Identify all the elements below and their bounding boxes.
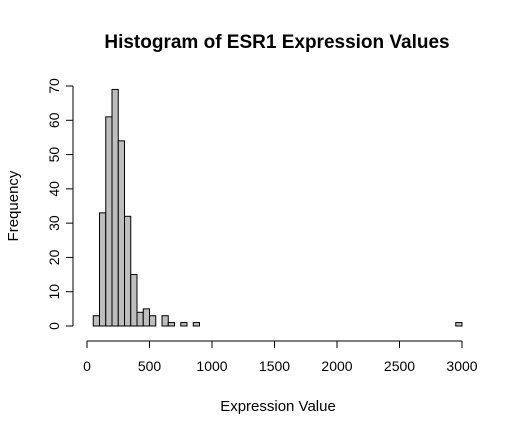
y-tick-label: 30 xyxy=(46,215,62,231)
y-tick-label: 60 xyxy=(46,112,62,128)
histogram-bar xyxy=(130,274,138,327)
x-tick-label: 1500 xyxy=(259,358,290,374)
y-tick-label: 70 xyxy=(46,78,62,94)
histogram-bar xyxy=(149,315,157,327)
histogram-bar xyxy=(92,315,100,327)
histogram-bar xyxy=(161,315,169,327)
histogram-bar xyxy=(99,212,107,327)
y-axis: 0 10 20 30 40 50 60 70 xyxy=(46,78,74,330)
x-axis: 0 500 1000 1500 2000 2500 3000 xyxy=(83,340,478,374)
x-axis-label: Expression Value xyxy=(220,398,336,415)
x-tick-label: 3000 xyxy=(446,358,477,374)
histogram-bar xyxy=(142,308,150,327)
y-tick-label: 40 xyxy=(46,181,62,197)
histogram-bar xyxy=(117,140,125,327)
histogram-bar xyxy=(111,88,119,327)
histogram-bar xyxy=(455,322,463,327)
x-tick-label: 2500 xyxy=(384,358,415,374)
y-tick-label: 50 xyxy=(46,147,62,163)
histogram-bar xyxy=(105,116,113,327)
y-axis-label: Frequency xyxy=(5,170,22,241)
chart-title: Histogram of ESR1 Expression Values xyxy=(104,32,449,53)
histogram-bar xyxy=(124,215,132,327)
y-tick-label: 0 xyxy=(46,322,62,330)
histogram-bar xyxy=(192,322,200,327)
y-tick-label: 20 xyxy=(46,249,62,265)
x-tick-label: 0 xyxy=(83,358,91,374)
x-tick-label: 500 xyxy=(138,358,162,374)
x-tick-label: 1000 xyxy=(196,358,227,374)
histogram-bar xyxy=(167,322,175,327)
histogram-bar xyxy=(180,322,188,327)
y-tick-label: 10 xyxy=(46,284,62,300)
x-tick-label: 2000 xyxy=(321,358,352,374)
histogram-bars xyxy=(92,88,463,327)
histogram-bar xyxy=(136,311,144,327)
